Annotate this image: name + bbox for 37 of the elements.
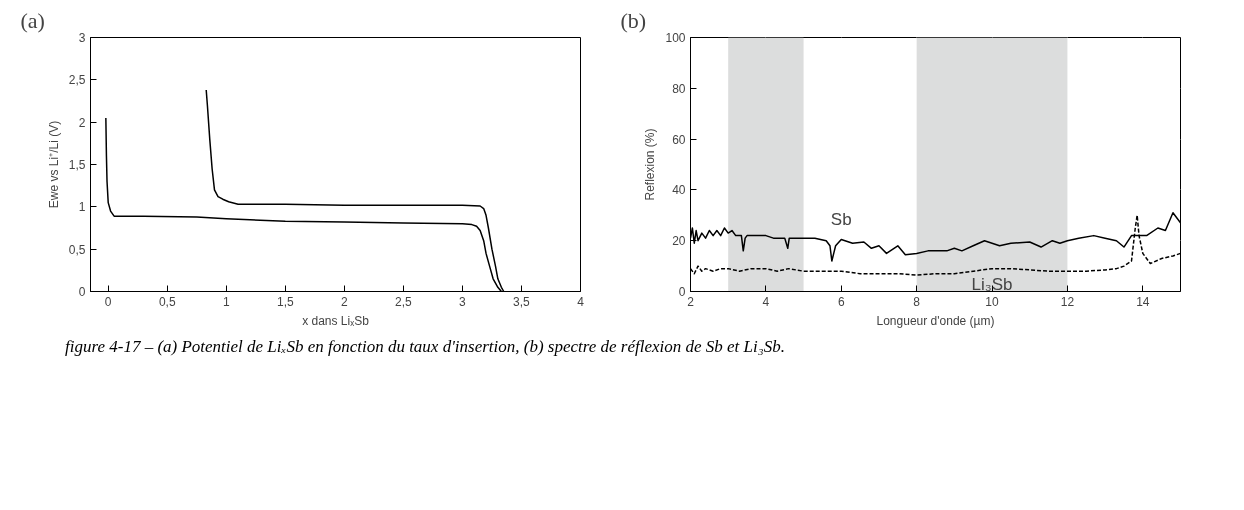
y-tick-label: 1 [78, 200, 86, 215]
y-tick-label: 0 [678, 285, 686, 299]
x-axis-title: x dans LiₓSb [302, 313, 370, 328]
y-tick-label: 3 [78, 31, 86, 45]
x-tick-label: 1,5 [276, 294, 294, 309]
x-tick-label: 3 [459, 294, 467, 309]
x-tick-label: 14 [1136, 294, 1150, 309]
y-tick-label: 60 [672, 132, 686, 147]
y-tick-label: 100 [665, 31, 686, 45]
x-tick-label: 0,5 [158, 294, 176, 309]
x-axis-title: Longueur d'onde (µm) [876, 313, 995, 328]
x-tick-label: 10 [985, 294, 1000, 309]
x-tick-label: 2,5 [395, 294, 413, 309]
x-tick-label: 12 [1060, 294, 1075, 309]
text: (b) [620, 7, 647, 33]
annotation: Li₃Sb [971, 274, 1013, 294]
y-tick-label: 1,5 [68, 158, 86, 172]
y-tick-label: 2,5 [68, 73, 86, 88]
y-axis-title: Reflexion (%) [643, 128, 658, 201]
y-axis-title: Ewe vs Li⁺/Li (V) [46, 120, 61, 209]
y-tick-label: 0,5 [68, 242, 86, 257]
y-tick-label: 0 [78, 285, 86, 299]
text: (a) [20, 7, 45, 33]
x-tick-label: 0 [104, 294, 112, 309]
y-tick-label: 2 [78, 115, 86, 130]
y-tick-label: 40 [672, 183, 686, 198]
y-tick-label: 20 [672, 234, 686, 249]
x-tick-label: 4 [762, 294, 770, 309]
x-tick-label: 2 [341, 294, 349, 309]
caption: figure 4-17 – (a) Potentiel de LiₓSb en fonction du taux d'insertion, (b) spectre de réflexion de Sb et Li₃Sb. [65, 336, 785, 358]
x-tick-label: 8 [913, 294, 921, 309]
y-tick-label: 80 [672, 81, 686, 96]
annotation: Sb [830, 210, 852, 230]
x-tick-label: 4 [577, 294, 585, 309]
x-tick-label: 3,5 [513, 294, 531, 309]
x-tick-label: 6 [837, 294, 845, 309]
x-tick-label: 1 [222, 294, 230, 309]
